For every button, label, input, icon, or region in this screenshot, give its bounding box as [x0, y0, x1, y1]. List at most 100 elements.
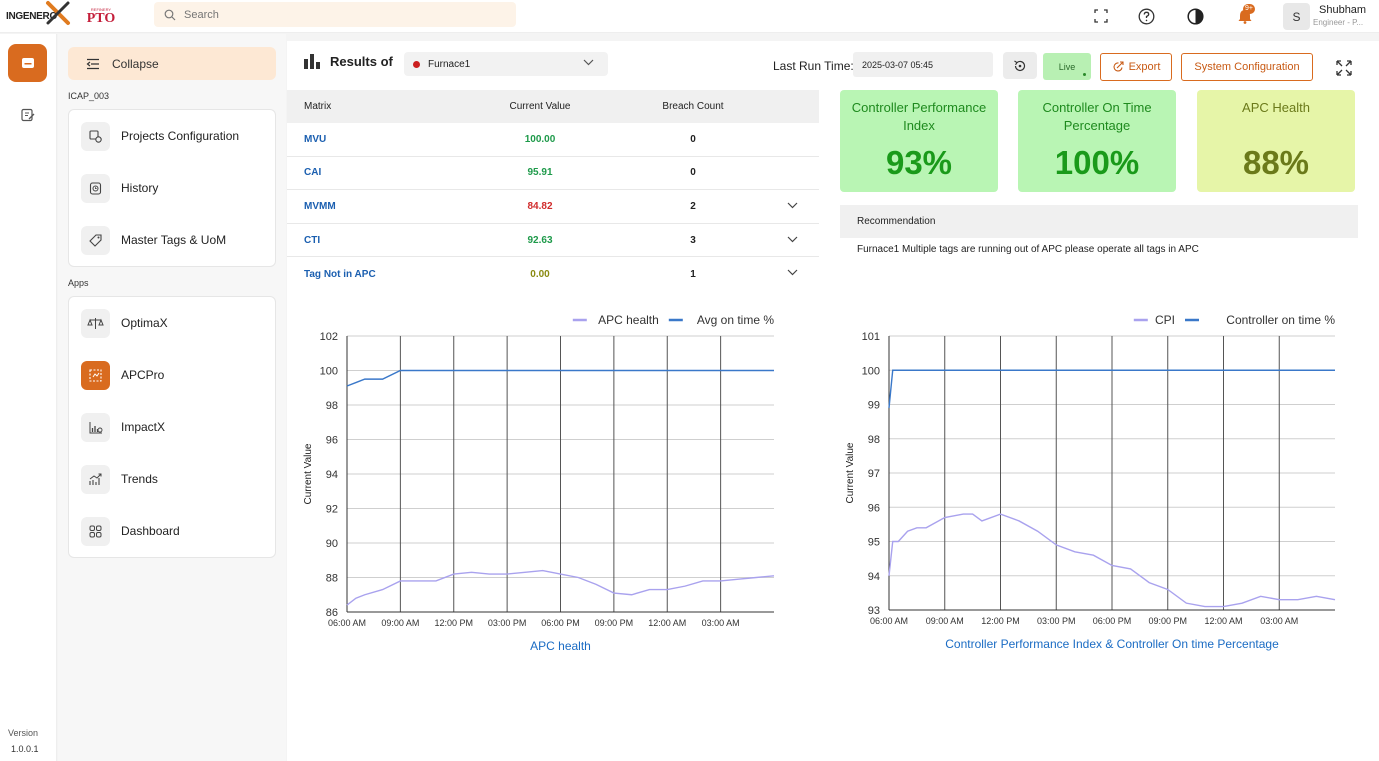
refresh-button[interactable] [1003, 52, 1037, 79]
chevron-down-icon[interactable] [787, 236, 798, 243]
y-tick-label: 94 [326, 469, 338, 481]
sidebar-item-label: Master Tags & UoM [121, 233, 227, 247]
help-icon[interactable] [1137, 7, 1155, 25]
rail-apps-button[interactable] [8, 44, 47, 82]
y-tick-label: 90 [326, 538, 338, 550]
system-configuration-button[interactable]: System Configuration [1181, 53, 1313, 81]
unit-select[interactable]: Furnace1 [404, 52, 608, 76]
chevron-down-icon[interactable] [787, 269, 798, 276]
sidebar-item-label: APCPro [121, 368, 165, 382]
y-tick-label: 88 [326, 573, 338, 585]
last-run-value[interactable]: 2025-03-07 05:45 [853, 52, 993, 77]
chevron-down-icon [583, 59, 594, 66]
x-tick-label: 03:00 PM [488, 618, 527, 628]
sidebar-item-label: ImpactX [121, 420, 166, 434]
legend-label: CPI [1155, 313, 1175, 327]
notification-badge: 9+ [1243, 4, 1255, 14]
value-cell: 84.82 [527, 200, 553, 212]
series-line [888, 369, 1335, 408]
kpi-value: 100% [1054, 144, 1140, 181]
y-tick-label: 99 [868, 400, 880, 412]
sidebar: Collapse ICAP_003 Projects Configuration… [58, 34, 286, 761]
chevron-down-icon[interactable] [787, 202, 798, 209]
breach-cell: 3 [690, 234, 696, 246]
apc-icon [81, 360, 110, 390]
sidebar-item-trends[interactable]: Trends [81, 464, 158, 494]
user-role: Engineer - P... [1313, 18, 1364, 27]
column-header-current-value: Current Value [509, 101, 571, 112]
series-line [346, 569, 775, 606]
column-header-breach-count: Breach Count [662, 101, 724, 112]
x-tick-label: 06:00 PM [1093, 616, 1132, 626]
x-tick-label: 03:00 AM [702, 618, 740, 628]
breach-cell: 0 [690, 133, 696, 145]
table-row[interactable]: MVU 100.00 0 [287, 123, 819, 157]
value-cell: 95.91 [527, 167, 553, 179]
dashboard-grid-icon [81, 516, 110, 546]
breach-cell: 2 [690, 200, 696, 212]
series-line [888, 513, 1336, 608]
sidebar-item-master-tags[interactable]: Master Tags & UoM [81, 225, 226, 255]
ingenero-logo[interactable]: INGENERO [6, 4, 57, 28]
search-bar[interactable] [154, 2, 516, 27]
series-line [346, 369, 774, 387]
expand-icon[interactable] [1334, 58, 1354, 78]
user-name[interactable]: Shubham [1319, 4, 1367, 16]
x-tick-label: 12:00 PM [981, 616, 1020, 626]
theme-toggle-icon[interactable] [1186, 7, 1204, 25]
table-row[interactable]: MVMM 84.82 2 [287, 190, 819, 224]
x-tick-label: 06:00 PM [541, 618, 580, 628]
fullscreen-icon[interactable] [1092, 7, 1110, 25]
sidebar-item-impactx[interactable]: ImpactX [81, 412, 165, 442]
last-run-label: Last Run Time: [773, 59, 854, 73]
matrix-cell[interactable]: MVU [304, 133, 327, 145]
kpi-label: Controller Performance Index [851, 100, 987, 133]
value-cell: 0.00 [530, 268, 550, 280]
sidebar-item-projects-configuration[interactable]: Projects Configuration [81, 121, 239, 151]
y-tick-label: 94 [868, 571, 880, 583]
live-indicator [1083, 73, 1086, 76]
partner-logo-small: REFINERY [90, 7, 112, 12]
sidebar-item-label: History [121, 181, 159, 195]
sidebar-item-label: Dashboard [121, 524, 180, 538]
value-cell: 100.00 [524, 133, 556, 145]
project-menu-card: Projects Configuration History Master Ta… [68, 109, 276, 267]
search-input[interactable] [184, 8, 484, 21]
y-axis-label: Current Value [845, 442, 856, 503]
apps-section-label: Apps [68, 278, 89, 288]
matrix-cell[interactable]: CTI [304, 234, 321, 246]
sidebar-item-history[interactable]: History [81, 173, 158, 203]
metrics-table: Matrix Current Value Breach Count MVU 10… [287, 90, 819, 291]
legend-label: Controller on time % [1226, 313, 1335, 327]
table-row[interactable]: Tag Not in APC 0.00 1 [287, 257, 819, 291]
icon-rail: Version 1.0.0.1 [0, 34, 57, 761]
matrix-cell[interactable]: MVMM [304, 200, 336, 212]
x-tick-label: 12:00 AM [648, 618, 686, 628]
matrix-cell[interactable]: Tag Not in APC [304, 268, 376, 280]
sidebar-item-dashboard[interactable]: Dashboard [81, 516, 180, 546]
matrix-cell[interactable]: CAI [304, 167, 322, 179]
rail-notes-button[interactable] [17, 104, 39, 126]
avatar[interactable]: S [1283, 3, 1310, 30]
partner-logo: REFINERY PTO [86, 2, 116, 31]
y-tick-label: 100 [320, 366, 338, 378]
top-bar: INGENERO REFINERY PTO 9+ S Shubham Engin… [0, 0, 1379, 33]
y-tick-label: 100 [862, 365, 880, 377]
sidebar-item-apcpro[interactable]: APCPro [81, 360, 164, 390]
project-section-label: ICAP_003 [68, 91, 110, 101]
gear-cube-icon [81, 121, 110, 151]
table-row[interactable]: CTI 92.63 3 [287, 224, 819, 258]
y-tick-label: 101 [862, 331, 880, 343]
system-configuration-label: System Configuration [1194, 61, 1300, 73]
main-panel: Results of Furnace1 Last Run Time: 2025-… [287, 41, 1379, 761]
trend-icon [81, 464, 110, 494]
apps-box-icon [21, 58, 34, 68]
status-dot [413, 60, 420, 68]
chart-title: Controller Performance Index & Controlle… [945, 637, 1279, 651]
value-cell: 92.63 [527, 234, 553, 246]
export-button[interactable]: Export [1100, 53, 1172, 81]
collapse-button[interactable]: Collapse [68, 47, 276, 80]
live-button[interactable]: Live [1043, 53, 1091, 80]
table-row[interactable]: CAI 95.91 0 [287, 157, 819, 191]
sidebar-item-optimax[interactable]: OptimaX [81, 308, 168, 338]
